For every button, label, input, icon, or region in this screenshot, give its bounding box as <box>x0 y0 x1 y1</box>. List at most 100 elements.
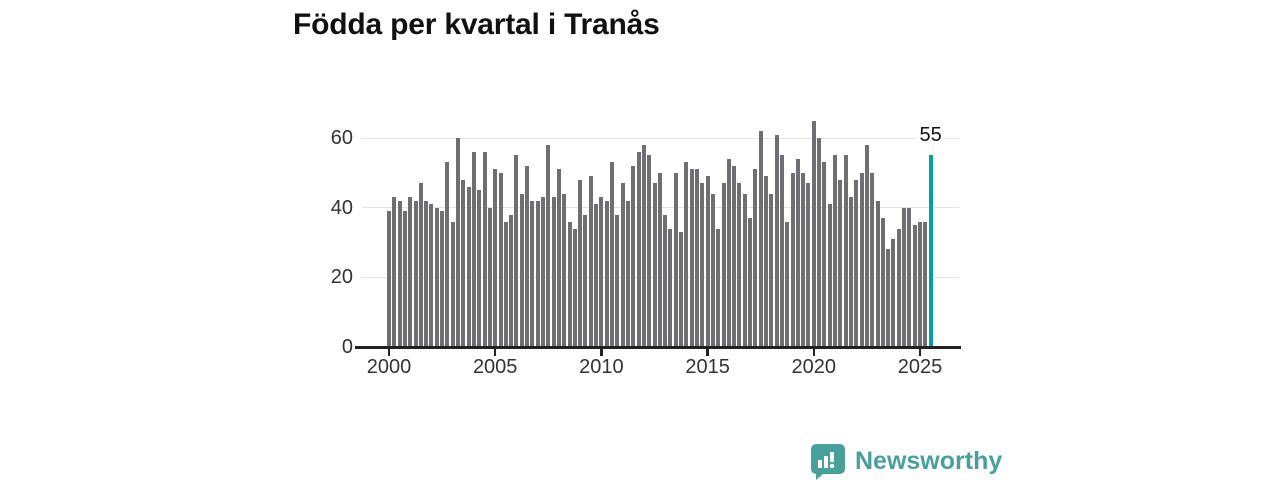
bar <box>689 169 694 347</box>
bar <box>912 225 917 347</box>
bar <box>769 193 774 347</box>
bar <box>556 169 561 347</box>
y-axis-tick-label: 40 <box>330 196 353 219</box>
bar <box>615 214 620 347</box>
bar <box>753 169 758 347</box>
bar <box>700 183 705 347</box>
bar <box>429 204 434 347</box>
bar <box>519 193 524 347</box>
bar <box>625 200 630 347</box>
bar <box>604 200 609 347</box>
bar <box>397 200 402 347</box>
bar <box>477 190 482 347</box>
x-axis-tick-label: 2005 <box>472 356 518 378</box>
bar <box>471 151 476 347</box>
bar <box>482 151 487 347</box>
x-axis-tick <box>706 349 709 356</box>
bar <box>875 200 880 347</box>
bar <box>673 172 678 347</box>
bar <box>843 155 848 347</box>
bar <box>886 249 891 347</box>
highlighted-bar <box>928 155 933 347</box>
bar <box>923 221 928 347</box>
chart-title: Födda per kvartal i Tranås <box>293 8 660 41</box>
bar <box>445 162 450 347</box>
bar <box>896 228 901 347</box>
bar <box>764 176 768 347</box>
bar <box>493 169 498 347</box>
bar <box>434 207 439 347</box>
bar <box>822 162 827 347</box>
bar <box>387 211 391 347</box>
bar <box>716 228 721 347</box>
bar <box>535 200 540 347</box>
x-axis-tick-label: 2010 <box>579 356 624 378</box>
bar <box>785 221 790 347</box>
bar <box>748 218 753 347</box>
y-axis-tick-label: 60 <box>330 127 353 149</box>
bar <box>466 186 471 347</box>
bar <box>514 155 519 347</box>
bar <box>859 172 864 347</box>
gridline <box>362 137 959 139</box>
x-axis-tick <box>387 349 391 356</box>
bar <box>838 179 843 347</box>
bar <box>631 165 636 347</box>
bar <box>918 221 922 347</box>
bar <box>583 214 588 347</box>
x-axis-tick-label: 2015 <box>685 356 730 378</box>
bar <box>588 176 593 347</box>
bar <box>801 172 806 347</box>
bar <box>694 169 699 347</box>
bar <box>705 176 710 347</box>
x-axis-tick-label: 2025 <box>897 356 943 378</box>
bar <box>530 200 535 347</box>
bar <box>594 204 599 347</box>
bar <box>742 193 747 347</box>
bar <box>827 204 832 347</box>
bar <box>440 211 445 347</box>
x-axis-tick <box>918 349 922 356</box>
bar <box>833 155 838 347</box>
bar <box>721 183 726 347</box>
bar <box>806 183 811 347</box>
bar <box>636 151 641 347</box>
x-axis-tick-label: 2000 <box>366 356 412 378</box>
bar <box>540 197 545 347</box>
bar <box>402 211 407 347</box>
bar <box>907 207 912 347</box>
bar <box>854 179 859 347</box>
x-axis-tick <box>812 349 816 356</box>
bar <box>509 214 514 347</box>
bar <box>779 155 784 347</box>
y-axis-tick-label: 0 <box>341 336 353 358</box>
bar <box>567 221 572 347</box>
x-axis-tick-label: 2020 <box>791 356 837 378</box>
bar <box>880 218 885 347</box>
bar <box>790 172 795 347</box>
bar <box>758 131 763 347</box>
newsworthy-logo-text: Newsworthy <box>855 447 1003 475</box>
bar <box>456 138 461 347</box>
newsworthy-watermark: Newsworthy <box>810 443 1002 480</box>
bar <box>620 183 625 347</box>
bar <box>546 144 551 347</box>
bar <box>710 193 715 347</box>
bar <box>684 162 689 347</box>
bar <box>562 193 567 347</box>
bar <box>551 197 556 347</box>
bar <box>870 172 875 347</box>
y-axis-tick-label: 20 <box>330 266 353 289</box>
bar <box>450 221 455 347</box>
bar <box>848 197 853 347</box>
bar <box>737 183 742 347</box>
bar <box>392 197 397 347</box>
bar <box>679 232 684 347</box>
bar <box>424 200 429 347</box>
bar <box>652 183 657 347</box>
bar <box>657 172 662 347</box>
x-axis-tick <box>493 349 497 356</box>
bar <box>795 158 800 347</box>
bar <box>774 134 779 347</box>
